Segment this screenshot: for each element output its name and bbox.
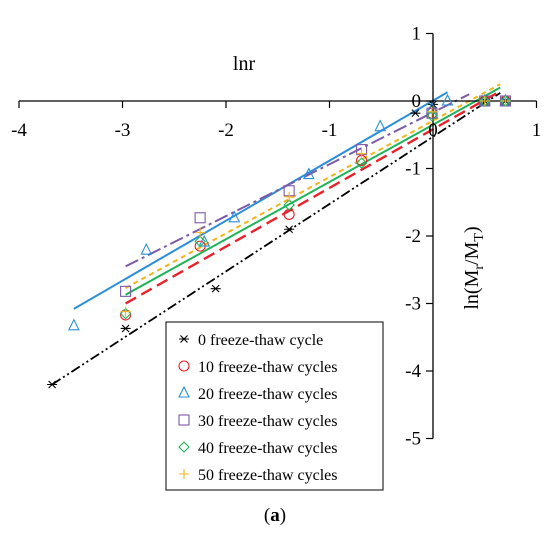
legend-marker <box>179 469 189 479</box>
data-point <box>479 96 490 106</box>
data-point <box>228 210 241 223</box>
data-point <box>441 93 454 106</box>
markers <box>47 93 512 389</box>
legend-label: 20 freeze-thaw cycles <box>198 386 337 403</box>
fit-line <box>125 93 470 268</box>
legend-label: 0 freeze-thaw cycle <box>198 332 323 349</box>
figure-caption: (a) <box>264 505 286 526</box>
y-tick-label: -3 <box>405 294 421 315</box>
data-point <box>410 109 421 118</box>
legend: 0 freeze-thaw cycle 10 freeze-thaw cycles… <box>165 321 384 491</box>
data-point <box>210 284 221 293</box>
x-tick-label: -1 <box>322 120 338 141</box>
data-point <box>283 199 295 211</box>
data-point <box>500 96 511 106</box>
y-tick-label: -2 <box>405 226 421 247</box>
legend-marker <box>178 385 190 398</box>
data-point <box>120 306 131 317</box>
y-tick-label: -1 <box>405 159 421 180</box>
data-point <box>120 285 132 297</box>
data-point <box>426 110 438 122</box>
y-tick-label: 0 <box>412 91 422 112</box>
legend-marker <box>178 441 190 453</box>
fit-line <box>125 91 498 305</box>
legend-marker <box>178 360 190 372</box>
axes: -4 -3 -2 -1 0 1 -5 -4 -3 -2 -1 0 1 <box>11 24 541 450</box>
data-point <box>356 148 367 159</box>
data-point <box>284 225 295 234</box>
x-tick-label: -4 <box>11 120 27 141</box>
fit-line <box>125 86 501 296</box>
y-tick-label: -4 <box>405 361 421 382</box>
data-point <box>195 227 206 238</box>
data-point <box>374 119 387 132</box>
data-point <box>194 235 206 248</box>
data-point <box>140 242 153 255</box>
y-tick-label: -5 <box>405 429 421 450</box>
legend-marker <box>178 414 190 426</box>
x-tick-label: 0 <box>428 120 438 141</box>
data-point <box>194 212 206 224</box>
y-axis-title: ln(Mr/MT) <box>461 226 487 309</box>
data-point <box>302 167 315 180</box>
x-axis-title: lnr <box>233 53 256 75</box>
x-tick-label: 1 <box>532 120 542 141</box>
fit-line <box>51 92 501 386</box>
data-point <box>426 106 437 117</box>
legend-marker <box>179 335 189 343</box>
data-point <box>284 191 295 202</box>
legend-label: 10 freeze-thaw cycles <box>198 359 337 376</box>
legend-label: 30 freeze-thaw cycles <box>198 413 337 430</box>
x-tick-label: -2 <box>218 120 234 141</box>
legend-label: 50 freeze-thaw cycles <box>198 467 337 484</box>
fit-line <box>73 91 448 310</box>
legend-label: 40 freeze-thaw cycles <box>198 440 337 457</box>
fit-lines <box>51 83 501 386</box>
data-point <box>355 157 368 169</box>
data-point <box>47 380 58 389</box>
x-tick-label: -3 <box>115 120 131 141</box>
legend-box <box>165 321 384 491</box>
data-point <box>67 318 80 331</box>
data-point <box>198 234 211 247</box>
y-tick-label: 1 <box>412 24 422 45</box>
data-point <box>120 324 131 333</box>
fit-line <box>125 83 501 289</box>
